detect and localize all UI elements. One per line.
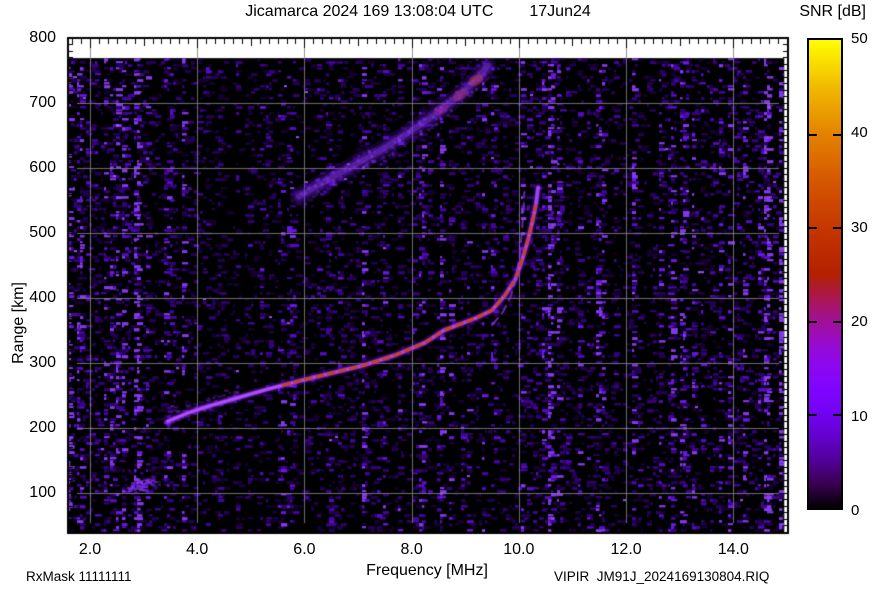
colorbar-tick bbox=[809, 320, 817, 323]
colorbar-tick bbox=[833, 133, 841, 136]
chart-title-row: Jicamarca 2024 169 13:08:04 UTC 17Jun24 bbox=[245, 3, 591, 21]
y-tick-label: 200 bbox=[29, 418, 56, 436]
colorbar-tick-label: 40 bbox=[851, 124, 868, 142]
colorbar-tick-label: 0 bbox=[851, 502, 860, 519]
snr-colorbar bbox=[807, 38, 843, 510]
y-tick-label: 800 bbox=[29, 29, 56, 46]
y-tick-label: 700 bbox=[29, 93, 56, 111]
y-tick-label: 100 bbox=[29, 483, 56, 501]
footer-file-id: VIPIR JM91J_2024169130804.RIQ bbox=[554, 569, 770, 584]
colorbar-title: SNR [dB] bbox=[799, 3, 866, 20]
colorbar-tick bbox=[833, 227, 841, 230]
colorbar-tick-label: 50 bbox=[851, 30, 868, 47]
colorbar-tick bbox=[833, 320, 841, 323]
colorbar-tick bbox=[809, 227, 817, 230]
x-tick-label: 12.0 bbox=[610, 541, 642, 558]
x-tick-label: 4.0 bbox=[186, 541, 209, 558]
chart-date: 17Jun24 bbox=[529, 3, 591, 20]
colorbar-tick bbox=[809, 414, 817, 417]
colorbar-tick-label: 20 bbox=[851, 313, 868, 331]
chart-title: Jicamarca 2024 169 13:08:04 UTC bbox=[245, 3, 494, 20]
y-tick-label: 600 bbox=[29, 158, 56, 176]
x-axis-title: Frequency [MHz] bbox=[366, 562, 488, 579]
colorbar-tick bbox=[833, 414, 841, 417]
ionogram-plot-canvas bbox=[60, 30, 796, 541]
x-tick-label: 8.0 bbox=[400, 541, 423, 558]
colorbar-tick bbox=[809, 133, 817, 136]
y-tick-label: 300 bbox=[29, 353, 56, 371]
x-tick-label: 10.0 bbox=[503, 541, 535, 558]
y-tick-label: 400 bbox=[29, 288, 56, 306]
y-tick-label: 500 bbox=[29, 223, 56, 241]
x-tick-label: 14.0 bbox=[717, 541, 749, 558]
footer-rxmask: RxMask 11111111 bbox=[26, 569, 132, 584]
colorbar-tick-label: 30 bbox=[851, 218, 868, 236]
colorbar-tick-label: 10 bbox=[851, 407, 868, 425]
x-tick-label: 6.0 bbox=[293, 541, 316, 558]
x-tick-label: 2.0 bbox=[78, 541, 102, 558]
